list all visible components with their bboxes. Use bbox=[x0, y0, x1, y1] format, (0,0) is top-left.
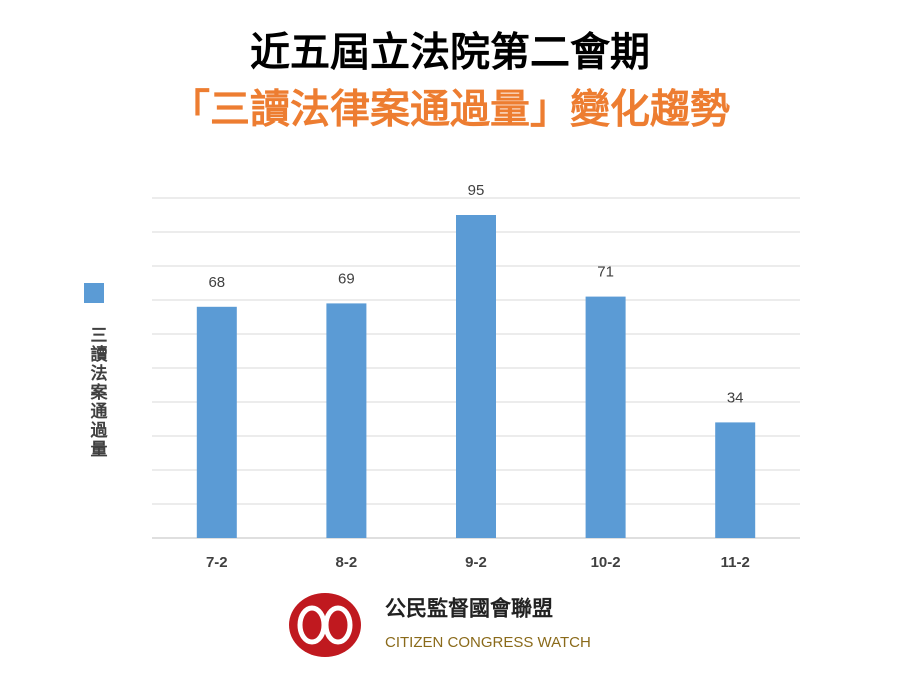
logo: 公民監督國會聯盟 CITIZEN CONGRESS WATCH bbox=[289, 593, 591, 657]
bar bbox=[326, 303, 367, 538]
value-label: 34 bbox=[727, 389, 744, 406]
bar bbox=[456, 215, 496, 538]
value-label: 95 bbox=[468, 182, 485, 199]
value-label: 68 bbox=[208, 274, 225, 291]
chart-title: 近五屆立法院第二會期 bbox=[250, 31, 650, 75]
x-tick-label: 9-2 bbox=[465, 554, 487, 571]
bar bbox=[585, 296, 626, 538]
legend-label: 三讀法案通過量 bbox=[88, 326, 109, 459]
legend-swatch bbox=[84, 283, 104, 303]
bar bbox=[196, 306, 237, 538]
x-tick-label: 7-2 bbox=[206, 554, 228, 571]
x-tick-label: 11-2 bbox=[721, 554, 750, 571]
value-label: 69 bbox=[338, 270, 355, 287]
logo-name-en: CITIZEN CONGRESS WATCH bbox=[385, 634, 591, 651]
x-tick-label: 10-2 bbox=[591, 554, 621, 571]
bar bbox=[715, 422, 756, 538]
value-label: 71 bbox=[597, 264, 614, 281]
chart-subtitle: 「三讀法律案通過量」變化趨勢 bbox=[170, 88, 730, 132]
x-tick-label: 8-2 bbox=[336, 554, 358, 571]
logo-ring bbox=[323, 605, 353, 645]
logo-name-zh: 公民監督國會聯盟 bbox=[385, 597, 553, 621]
